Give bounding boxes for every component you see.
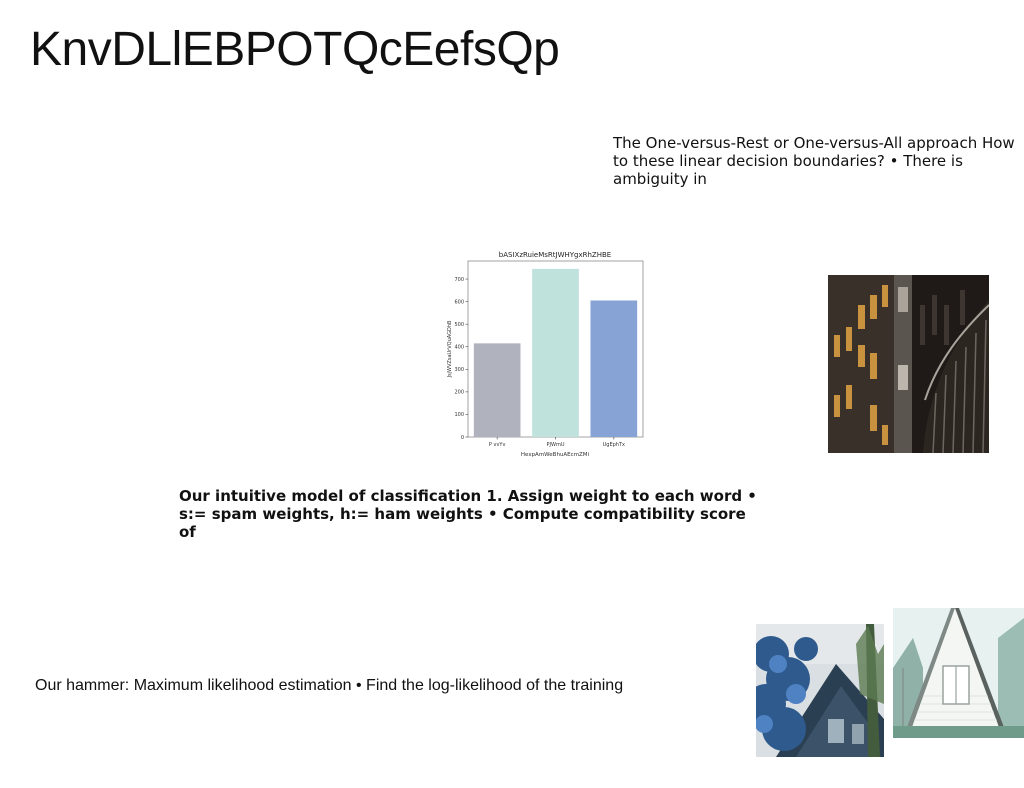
y-tick-label: 400 [454, 345, 464, 351]
y-tick-label: 0 [461, 435, 464, 441]
text-block-top: The One-versus-Rest or One-versus-All ap… [613, 134, 1015, 188]
bar-chart-svg: bASIXzRuieMsRtJWHYgxRhZHBE JsjWVZsaUrVQu… [447, 251, 644, 458]
text-block-middle: Our intuitive model of classification 1.… [179, 487, 757, 541]
bar-0 [473, 343, 521, 437]
text-block-bottom: Our hammer: Maximum likelihood estimatio… [35, 677, 624, 694]
slide-title: KnvDLlEBPOTQcEefsQp [30, 23, 560, 76]
x-tick-label: P vvYv [489, 442, 506, 448]
chart-plot-area: 0 100 200 300 400 500 600 700 P vvYv PJWmU UgEphTx [454, 260, 644, 448]
bar-chart: bASIXzRuieMsRtJWHYgxRhZHBE JsjWVZsaUrVQu… [440, 244, 650, 460]
y-tick-label: 200 [454, 390, 464, 396]
y-tick-label: 300 [454, 367, 464, 373]
white-a-frame-house-photo [893, 608, 1024, 738]
y-tick-label: 600 [454, 299, 464, 305]
chart-title: bASIXzRuieMsRtJWHYgxRhZHBE [499, 251, 611, 259]
y-tick-label: 700 [454, 277, 464, 283]
y-tick-label: 500 [454, 322, 464, 328]
building-photo [828, 275, 989, 453]
y-tick-label: 100 [454, 412, 464, 418]
chart-y-axis-label: JsjWVZsaUrVQuAGDhB [447, 320, 453, 378]
bar-2 [590, 300, 638, 437]
x-tick-label: UgEphTx [603, 442, 625, 448]
x-tick-label: PJWmU [547, 442, 565, 448]
cabin-blue-trees-photo [756, 624, 884, 757]
chart-x-axis-label: HexpAmWeBhuAEcmZMi [521, 452, 590, 458]
bar-1 [532, 268, 579, 437]
